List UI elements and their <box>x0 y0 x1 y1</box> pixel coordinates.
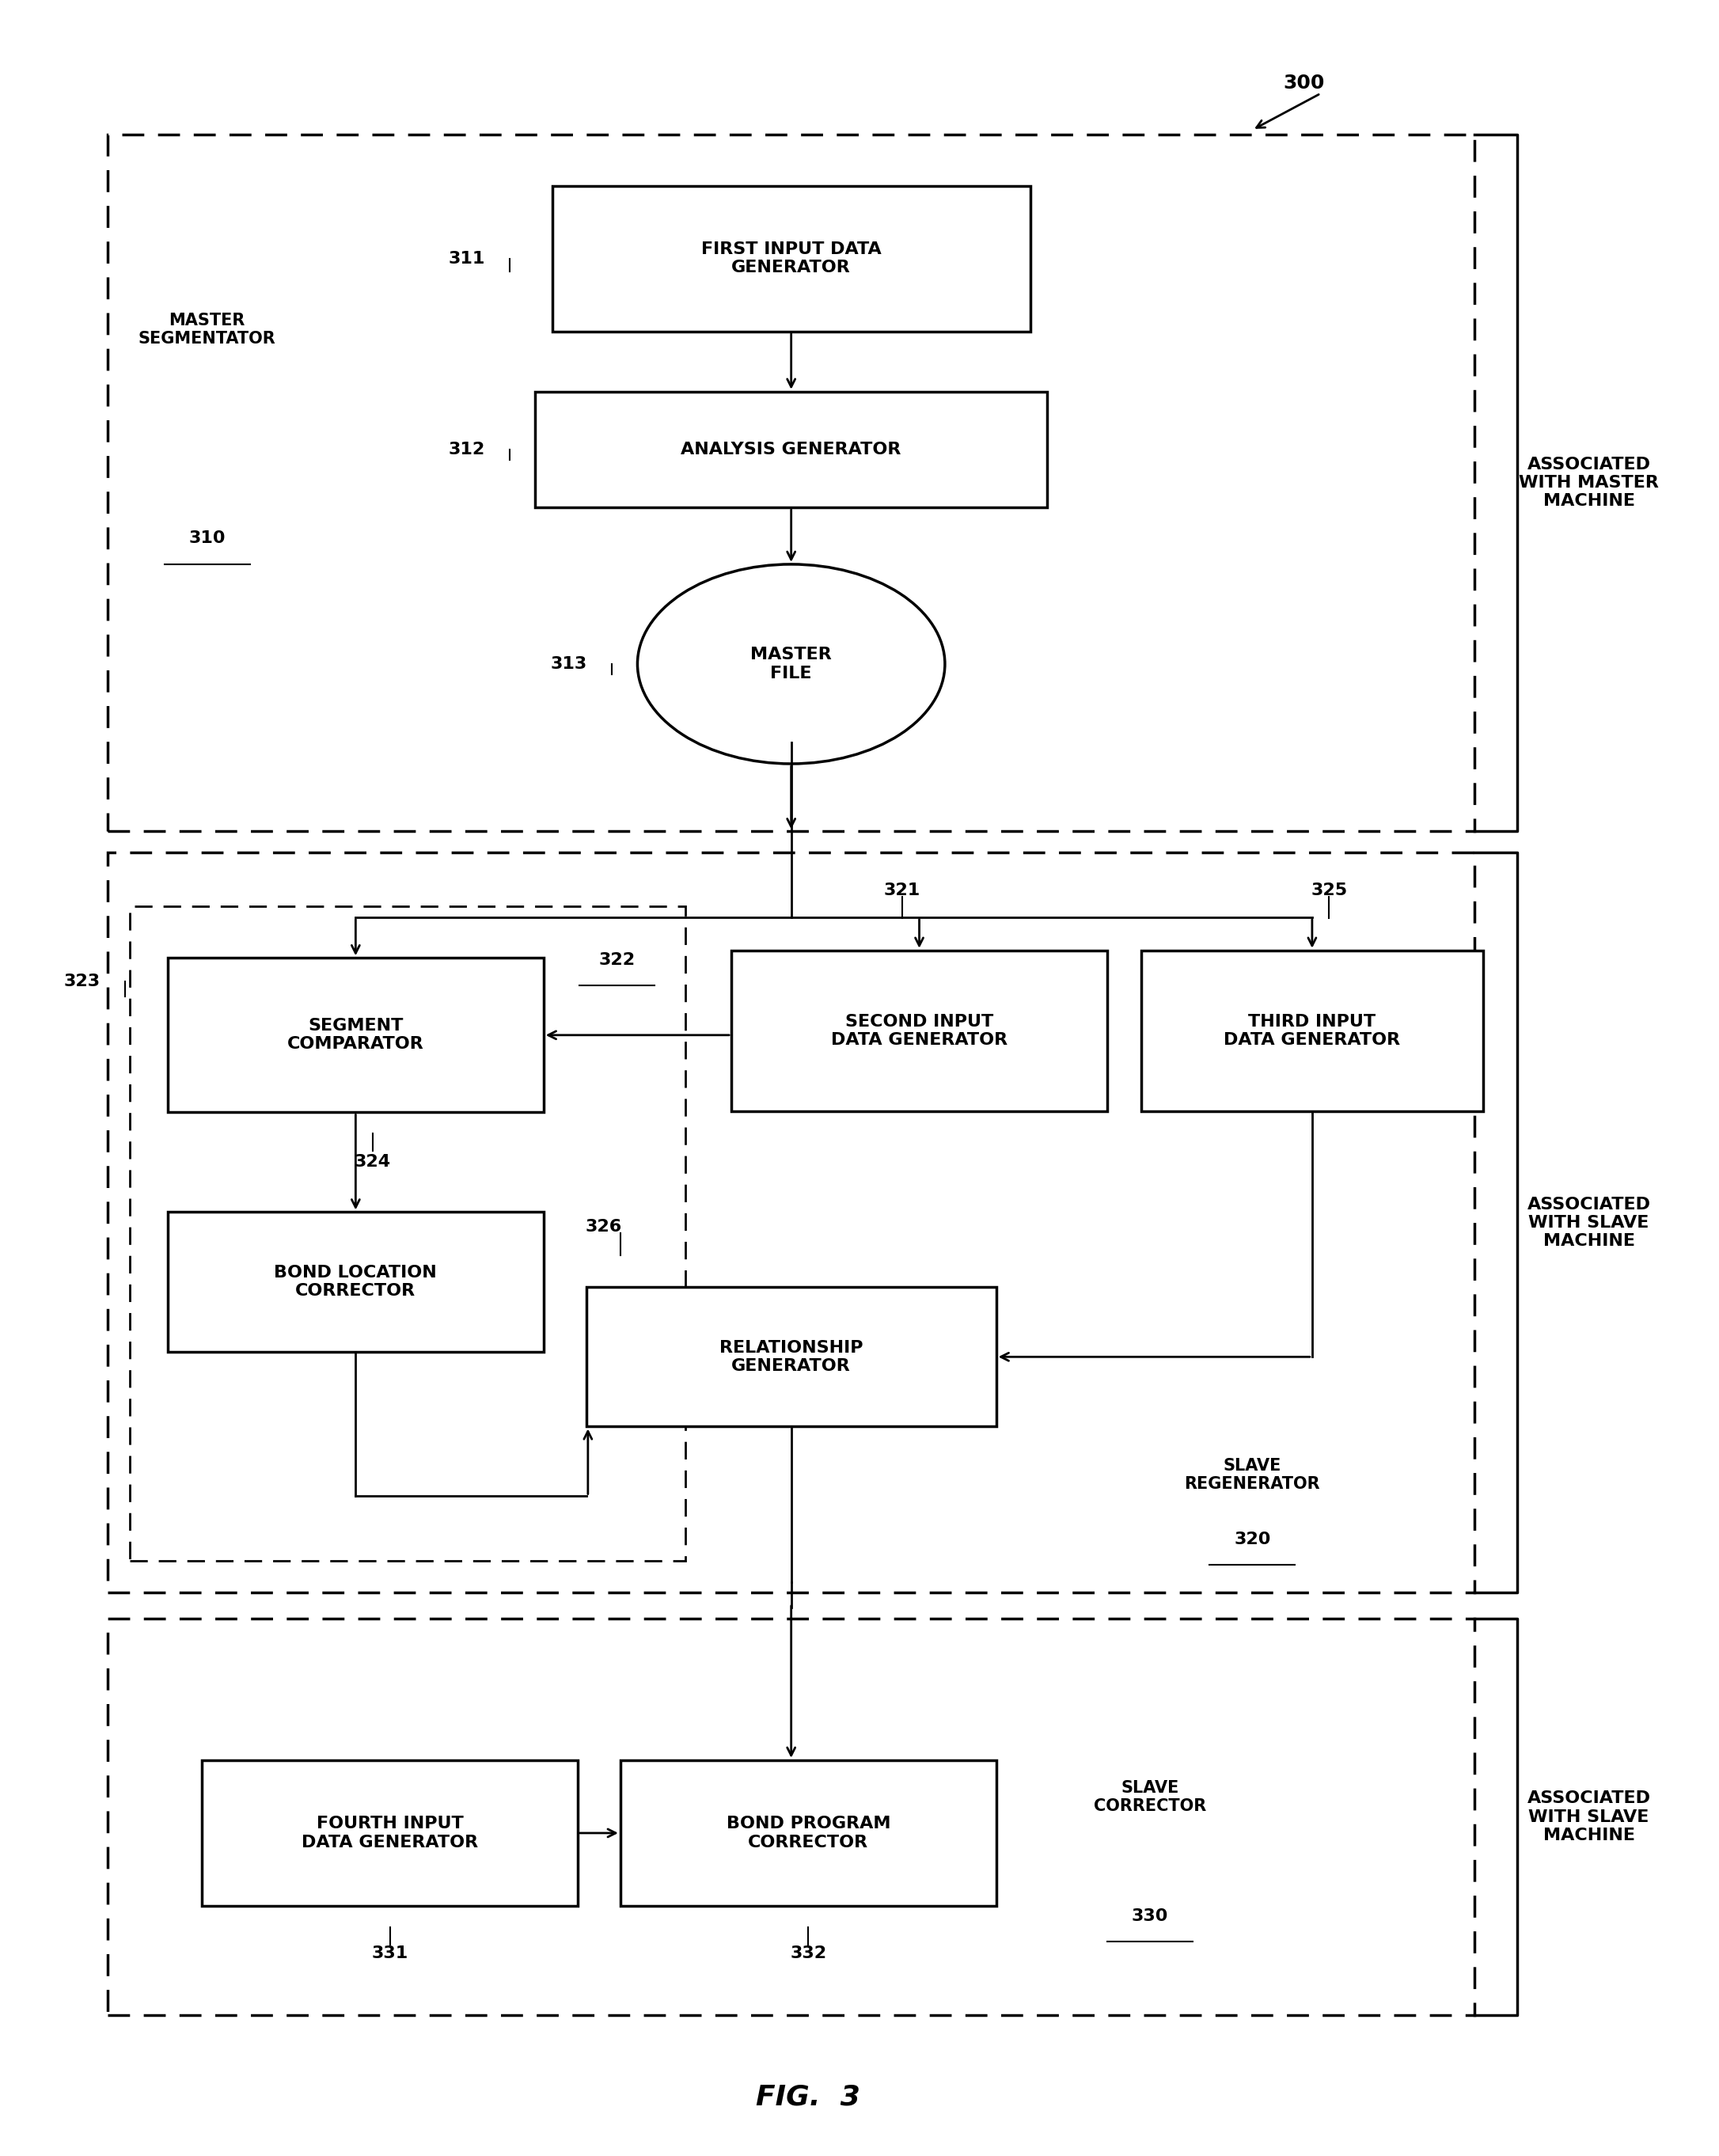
Text: MASTER
FILE: MASTER FILE <box>751 647 832 681</box>
Polygon shape <box>731 951 1107 1110</box>
Text: SECOND INPUT
DATA GENERATOR: SECOND INPUT DATA GENERATOR <box>830 1013 1007 1048</box>
Text: SLAVE
CORRECTOR: SLAVE CORRECTOR <box>1093 1781 1207 1813</box>
Text: ADAPTIVE
COMPENSATOR: ADAPTIVE COMPENSATOR <box>184 966 316 998</box>
Text: ASSOCIATED
WITH SLAVE
MACHINE: ASSOCIATED WITH SLAVE MACHINE <box>1526 1197 1650 1248</box>
Text: 330: 330 <box>1131 1908 1169 1923</box>
Text: FIRST INPUT DATA
GENERATOR: FIRST INPUT DATA GENERATOR <box>701 241 882 276</box>
Text: 322: 322 <box>598 953 636 968</box>
Polygon shape <box>201 1759 578 1906</box>
Text: 323: 323 <box>64 975 101 990</box>
Text: 320: 320 <box>1234 1531 1270 1548</box>
Text: ASSOCIATED
WITH SLAVE
MACHINE: ASSOCIATED WITH SLAVE MACHINE <box>1526 1792 1650 1843</box>
Text: BOND PROGRAM
CORRECTOR: BOND PROGRAM CORRECTOR <box>725 1815 890 1850</box>
Text: FIG.  3: FIG. 3 <box>756 2083 861 2111</box>
Text: THIRD INPUT
DATA GENERATOR: THIRD INPUT DATA GENERATOR <box>1224 1013 1401 1048</box>
Text: 310: 310 <box>189 530 225 545</box>
Polygon shape <box>535 392 1047 507</box>
Polygon shape <box>168 1212 543 1352</box>
Text: SLAVE
REGENERATOR: SLAVE REGENERATOR <box>1184 1457 1320 1492</box>
Polygon shape <box>1141 951 1483 1110</box>
Text: 311: 311 <box>449 250 485 267</box>
Text: ASSOCIATED
WITH MASTER
MACHINE: ASSOCIATED WITH MASTER MACHINE <box>1520 457 1659 509</box>
Text: 324: 324 <box>354 1153 390 1169</box>
Text: 332: 332 <box>791 1945 827 1962</box>
Text: FOURTH INPUT
DATA GENERATOR: FOURTH INPUT DATA GENERATOR <box>301 1815 478 1850</box>
Text: BOND LOCATION
CORRECTOR: BOND LOCATION CORRECTOR <box>275 1266 437 1298</box>
Text: 313: 313 <box>550 655 588 673</box>
Text: 321: 321 <box>884 882 920 899</box>
Polygon shape <box>621 1759 995 1906</box>
Text: ANALYSIS GENERATOR: ANALYSIS GENERATOR <box>681 442 901 457</box>
Text: SEGMENT
COMPARATOR: SEGMENT COMPARATOR <box>287 1018 425 1052</box>
Text: 331: 331 <box>371 1945 407 1962</box>
Text: 325: 325 <box>1312 882 1348 899</box>
Text: 326: 326 <box>584 1218 622 1235</box>
Ellipse shape <box>638 565 945 763</box>
Text: MASTER
SEGMENTATOR: MASTER SEGMENTATOR <box>138 313 275 347</box>
Text: 300: 300 <box>1282 73 1324 93</box>
Text: RELATIONSHIP
GENERATOR: RELATIONSHIP GENERATOR <box>719 1339 863 1373</box>
Polygon shape <box>552 185 1030 332</box>
Text: 312: 312 <box>449 442 485 457</box>
Polygon shape <box>168 957 543 1112</box>
Polygon shape <box>586 1287 995 1427</box>
